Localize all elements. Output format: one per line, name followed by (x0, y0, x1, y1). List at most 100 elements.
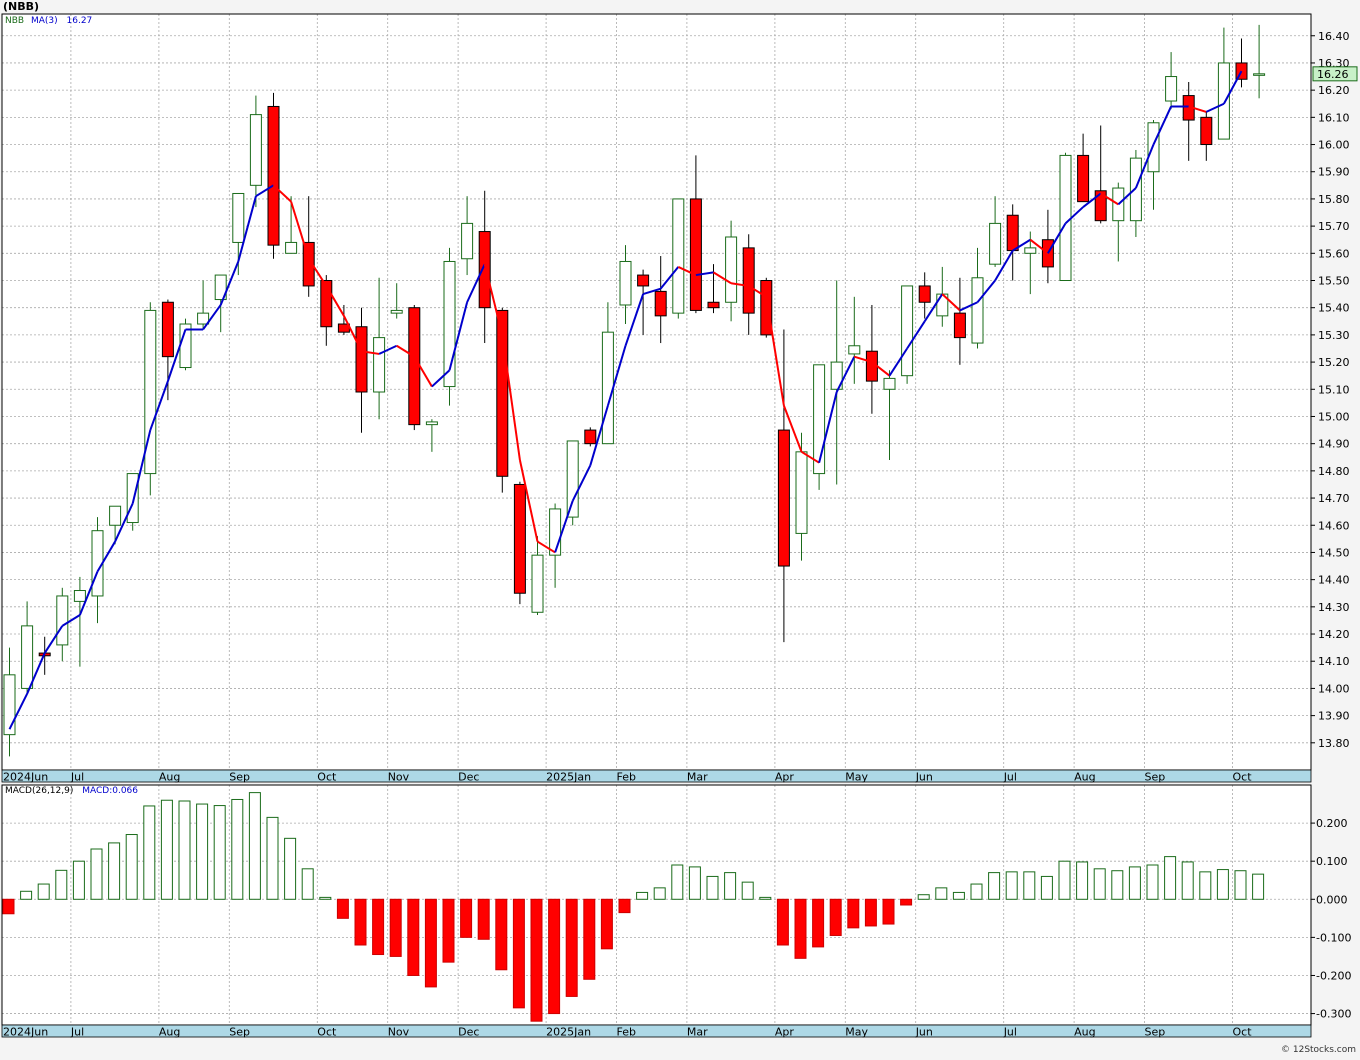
price-ytick-label: 16.40 (1318, 30, 1350, 43)
price-ytick-label: 15.00 (1318, 410, 1350, 423)
candle-body (584, 429, 597, 445)
macd-x-axis-label: Oct (317, 1026, 337, 1039)
candle-body (232, 192, 245, 243)
candle-body (126, 473, 139, 524)
candle-body (1006, 214, 1019, 252)
candle-body (760, 280, 773, 336)
macd-x-axis-label: Sep (1145, 1026, 1166, 1039)
macd-bar (512, 898, 525, 1009)
candles (3, 24, 1266, 757)
candle-body (496, 309, 509, 477)
ma-segment (290, 201, 310, 260)
macd-bar (583, 898, 596, 980)
candle-body (777, 429, 790, 567)
ma-segment (571, 464, 592, 502)
macd-bar (636, 891, 649, 900)
macd-bar (864, 898, 877, 927)
candle-body (320, 280, 333, 328)
macd-bar (688, 866, 701, 900)
candle-body (390, 309, 403, 314)
macd-ytick-label: -0.200 (1316, 969, 1351, 982)
price-ytick-label: 14.10 (1318, 655, 1350, 668)
macd-bar (776, 898, 789, 946)
price-x-axis-label: Sep (229, 771, 250, 784)
macd-bar (618, 898, 631, 914)
candle-body (408, 307, 421, 426)
macd-bar (424, 898, 437, 988)
candle-body (672, 198, 685, 314)
macd-bars (2, 792, 1265, 1022)
ma-segment (43, 625, 64, 654)
legend-macd: MACD(26,12,9) (5, 786, 74, 796)
price-x-axis-label: Jun (915, 771, 933, 784)
price-ytick-label: 14.60 (1318, 519, 1350, 532)
candle-body (1217, 62, 1230, 140)
macd-bar (759, 896, 772, 900)
macd-ytick-label: 0.200 (1316, 817, 1348, 830)
candle-body (689, 198, 702, 311)
ma-segment (202, 304, 222, 331)
price-ytick-label: 14.00 (1318, 682, 1350, 695)
macd-bar (882, 898, 895, 925)
candle-body (901, 285, 914, 377)
ma-segment (589, 405, 609, 466)
macd-bar (1023, 871, 1036, 900)
candle-body (971, 277, 984, 344)
price-x-axis-band (1, 769, 1312, 783)
macd-bar (706, 875, 719, 900)
candle-body (795, 451, 808, 534)
price-ytick-label: 14.80 (1318, 465, 1350, 478)
candle-body (3, 674, 16, 736)
ma-segment (61, 614, 81, 627)
price-panel-bg (2, 14, 1311, 770)
price-ytick-label: 14.70 (1318, 492, 1350, 505)
macd-bar (829, 898, 842, 936)
ma-segment (871, 361, 891, 377)
ma-segment (1117, 187, 1137, 206)
ma-segment (483, 263, 504, 336)
ma-line (8, 70, 1243, 730)
macd-bar (600, 898, 613, 950)
macd-ytick-label: -0.100 (1316, 931, 1351, 944)
price-x-axis-label: Oct (1233, 771, 1253, 784)
legend-ma-value: 16.27 (66, 16, 93, 26)
macd-ytick-label: 0.000 (1316, 893, 1348, 906)
ma-segment (888, 347, 908, 377)
macd-ytick-label: 0.100 (1316, 855, 1348, 868)
macd-legend: MACD(26,12,9) MACD:0.066 (5, 786, 138, 796)
ma-segment (923, 293, 944, 322)
macd-x-axis-label: Sep (229, 1026, 250, 1039)
candle-body (1147, 122, 1160, 173)
macd-bar (1058, 860, 1071, 900)
macd-bar (460, 898, 473, 938)
price-x-axis-label: Aug (159, 771, 180, 784)
ma-segment (1029, 238, 1049, 255)
price-ytick-label: 15.40 (1318, 302, 1350, 315)
macd-bar (20, 890, 33, 900)
candle-body (214, 274, 227, 301)
price-ytick-label: 13.80 (1318, 737, 1350, 750)
ma-segment (1047, 222, 1067, 254)
candle-body (355, 326, 368, 393)
candle-body (813, 364, 826, 475)
macd-bar (530, 898, 543, 1022)
ma-segment (1188, 105, 1207, 113)
ma-segment (166, 329, 187, 382)
candle-body (197, 312, 210, 325)
candle-body (742, 247, 755, 314)
price-x-axis-label: Sep (1145, 771, 1166, 784)
candle-body (848, 345, 861, 355)
macd-bar (1093, 868, 1106, 900)
macd-bar (794, 898, 807, 959)
candle-body (443, 260, 456, 388)
macd-bar (1216, 869, 1229, 900)
ma-segment (782, 405, 803, 453)
macd-bar (336, 898, 349, 919)
ma-segment (606, 345, 627, 406)
ma-segment (343, 315, 363, 352)
macd-x-axis-label: Aug (159, 1026, 180, 1039)
price-x-axis-label: Jul (70, 771, 84, 784)
macd-x-axis-label: Feb (617, 1026, 636, 1039)
price-x-axis: 2024Jun Jul Aug Sep Oct Nov Dec 2025Jan Feb Mar Ap… (1, 769, 1312, 784)
